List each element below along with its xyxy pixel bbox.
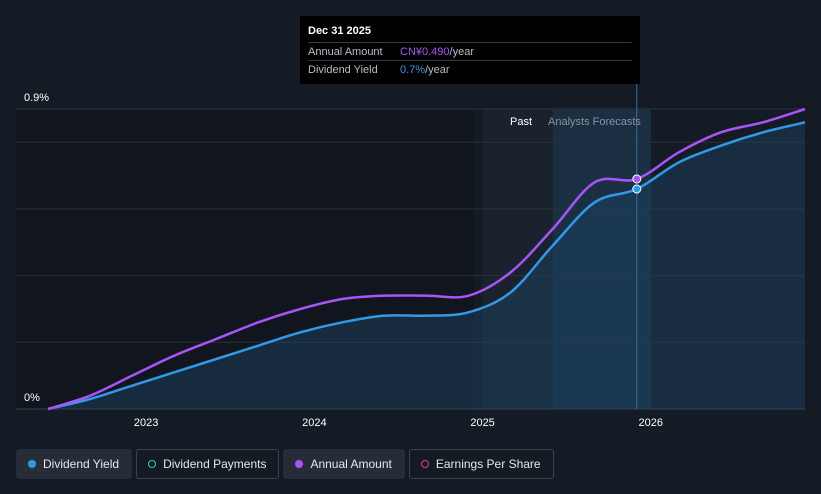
tooltip-value: 0.7%	[400, 63, 426, 76]
forecast-label: Analysts Forecasts	[548, 116, 641, 128]
tooltip-row-annual-amount: Annual Amount CN¥0.490 /year	[308, 42, 632, 60]
x-tick-label: 2025	[470, 417, 494, 429]
x-axis-ticks: 2023 2024 2025 2026	[134, 417, 663, 429]
grid-lines	[16, 108, 805, 410]
x-tick-label: 2026	[639, 417, 663, 429]
annual-amount-marker	[632, 174, 642, 184]
legend-earnings-per-share[interactable]: Earnings Per Share	[408, 449, 554, 479]
dividend-chart: Past Analysts Forecasts 0.9% 0% 2023 2024…	[16, 84, 806, 429]
hover-tooltip: Dec 31 2025 Annual Amount CN¥0.490 /year…	[300, 16, 640, 84]
tooltip-unit: /year	[449, 45, 475, 58]
legend-annual-amount[interactable]: Annual Amount	[283, 449, 405, 479]
x-tick-label: 2024	[302, 417, 326, 429]
earnings-per-share-ring-icon	[420, 460, 429, 468]
tooltip-label: Annual Amount	[308, 45, 383, 58]
dividend-yield-dot-icon	[28, 460, 36, 468]
legend-dividend-payments[interactable]: Dividend Payments	[136, 449, 280, 479]
legend-label: Annual Amount	[310, 457, 392, 471]
tooltip-label: Dividend Yield	[308, 63, 378, 76]
y-tick-top: 0.9%	[24, 92, 49, 104]
dividend-yield-line	[47, 121, 806, 411]
annual-amount-dot-icon	[295, 460, 304, 468]
legend-dividend-yield[interactable]: Dividend Yield	[16, 449, 133, 479]
dividend-yield-marker	[632, 184, 642, 194]
tooltip-row-dividend-yield: Dividend Yield 0.7% /year	[308, 60, 632, 78]
legend-label: Earnings Per Share	[435, 457, 541, 471]
pre-forecast-background	[16, 109, 474, 409]
y-tick-bottom: 0%	[24, 392, 40, 404]
legend-label: Dividend Yield	[43, 457, 120, 471]
tooltip-date: Dec 31 2025	[308, 25, 371, 37]
chart-legend: Dividend Yield Dividend Payments Annual …	[16, 449, 554, 479]
forecast-region-band	[552, 109, 651, 409]
annual-amount-line	[47, 107, 806, 411]
dividend-yield-area	[48, 122, 805, 409]
x-tick-label: 2023	[134, 417, 158, 429]
legend-label: Dividend Payments	[163, 457, 267, 471]
dividend-payments-ring-icon	[148, 460, 157, 468]
past-label: Past	[510, 116, 532, 128]
tooltip-value: CN¥0.490	[400, 45, 450, 58]
tooltip-unit: /year	[425, 63, 450, 76]
